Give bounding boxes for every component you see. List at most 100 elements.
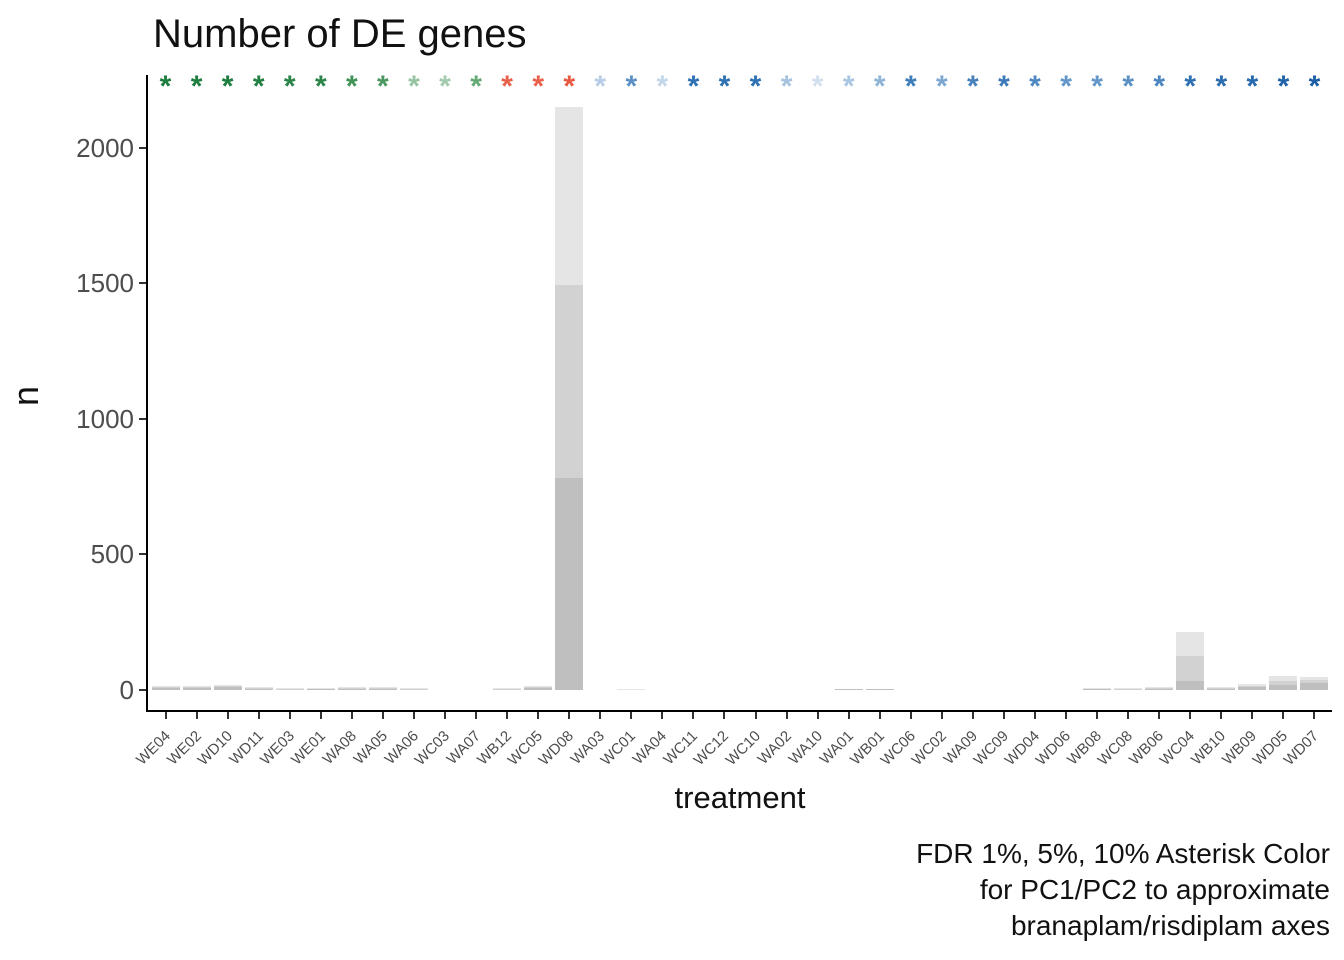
- caption-line: for PC1/PC2 to approximate: [979, 874, 1330, 905]
- bar-segment-fdr1pct: [244, 688, 273, 690]
- bar-segment-fdr5pct: [524, 687, 553, 689]
- significance-asterisk: *: [687, 70, 700, 103]
- chart-caption: FDR 1%, 5%, 10% Asterisk Color for PC1/P…: [630, 836, 1330, 944]
- bar-segment-fdr10pct: [1207, 687, 1236, 688]
- y-tick-mark: [139, 282, 146, 285]
- bar-segment-fdr1pct: [1238, 687, 1267, 690]
- bar-segment-fdr5pct: [1269, 681, 1298, 686]
- significance-asterisk: *: [377, 70, 389, 103]
- y-tick-label: 1500: [76, 268, 134, 299]
- x-tick-mark: [1282, 712, 1285, 719]
- x-tick-mark: [537, 712, 540, 719]
- x-tick-mark: [412, 712, 415, 719]
- x-tick-mark: [847, 712, 850, 719]
- bar-segment-fdr1pct: [865, 689, 894, 690]
- x-tick-mark: [1313, 712, 1316, 719]
- bar-segment-fdr1pct: [524, 688, 553, 690]
- x-tick-mark: [661, 712, 664, 719]
- bar-segment-fdr5pct: [555, 284, 584, 478]
- significance-asterisk: *: [904, 70, 917, 103]
- bar-segment-fdr1pct: [337, 688, 366, 690]
- bar-segment-fdr5pct: [213, 686, 242, 688]
- bar-segment-fdr1pct: [1114, 689, 1143, 690]
- x-tick-mark: [1251, 712, 1254, 719]
- x-axis-line: [146, 710, 1332, 712]
- bar-segment-fdr10pct: [306, 687, 335, 689]
- bar-segment-fdr5pct: [1176, 656, 1205, 682]
- significance-asterisk: *: [283, 70, 296, 103]
- significance-asterisk: *: [998, 70, 1010, 103]
- bar-segment-fdr5pct: [306, 688, 335, 690]
- chart-title: Number of DE genes: [153, 12, 527, 56]
- bar-segment-fdr10pct: [493, 688, 522, 689]
- significance-asterisk: *: [780, 70, 793, 103]
- x-tick-mark: [909, 712, 912, 719]
- significance-asterisk: *: [159, 70, 172, 103]
- significance-asterisk: *: [749, 70, 762, 103]
- significance-asterisk: *: [563, 70, 576, 103]
- significance-asterisk: *: [439, 70, 451, 103]
- bar-segment-fdr5pct: [244, 687, 273, 689]
- significance-asterisk: *: [408, 70, 420, 103]
- bar-segment-fdr10pct: [337, 686, 366, 688]
- significance-asterisk: *: [1277, 70, 1290, 103]
- y-tick-label: 2000: [76, 132, 134, 163]
- significance-asterisk: *: [1091, 70, 1103, 103]
- bar-segment-fdr5pct: [1145, 687, 1174, 689]
- bar-segment-fdr1pct: [275, 689, 304, 690]
- significance-asterisk: *: [1308, 70, 1321, 103]
- bar-segment-fdr10pct: [1269, 675, 1298, 682]
- x-tick-mark: [164, 712, 167, 719]
- bar-segment-fdr10pct: [1114, 688, 1143, 689]
- y-tick-label: 1000: [76, 403, 134, 434]
- significance-asterisk: *: [345, 70, 358, 103]
- bar-segment-fdr10pct: [1145, 687, 1174, 688]
- bar-segment-fdr5pct: [275, 688, 304, 690]
- bar-segment-fdr5pct: [1207, 687, 1236, 689]
- bar-segment-fdr5pct: [399, 688, 428, 690]
- bar-segment-fdr10pct: [1300, 676, 1329, 680]
- significance-asterisk: *: [1246, 70, 1259, 103]
- significance-asterisk: *: [594, 70, 607, 103]
- significance-asterisk: *: [1153, 70, 1166, 103]
- x-tick-mark: [692, 712, 695, 719]
- significance-asterisk: *: [314, 70, 327, 103]
- significance-asterisk: *: [1215, 70, 1228, 103]
- x-tick-mark: [381, 712, 384, 719]
- bar-segment-fdr1pct: [1300, 682, 1329, 690]
- bar-segment-fdr5pct: [1083, 688, 1112, 689]
- bar-segment-fdr1pct: [1269, 685, 1298, 690]
- bar-segment-fdr10pct: [399, 688, 428, 689]
- significance-asterisk: *: [470, 70, 482, 103]
- x-tick-mark: [506, 712, 509, 719]
- x-tick-mark: [1034, 712, 1036, 719]
- bar-segment-fdr10pct: [244, 686, 273, 688]
- y-tick-label: 500: [90, 539, 134, 570]
- bar-segment-fdr10pct: [1176, 631, 1205, 657]
- x-tick-mark: [1127, 712, 1130, 719]
- significance-asterisk: *: [1029, 70, 1041, 103]
- significance-asterisk: *: [842, 70, 855, 103]
- x-tick-mark: [1189, 712, 1192, 719]
- bar-segment-fdr10pct: [524, 685, 553, 687]
- bar-segment-fdr5pct: [1300, 679, 1329, 683]
- bar-segment-fdr1pct: [834, 689, 863, 690]
- significance-asterisk: *: [532, 70, 544, 103]
- significance-asterisk: *: [252, 70, 265, 103]
- x-tick-mark: [630, 712, 633, 719]
- bar-segment-fdr10pct: [151, 685, 180, 687]
- x-tick-mark: [878, 712, 881, 719]
- x-tick-mark: [940, 712, 943, 719]
- significance-asterisk: *: [873, 70, 886, 103]
- significance-asterisk: *: [1060, 70, 1072, 103]
- x-tick-mark: [1002, 712, 1005, 719]
- significance-asterisk: *: [656, 70, 669, 103]
- bar-segment-fdr1pct: [1145, 688, 1174, 690]
- y-tick-label: 0: [119, 675, 134, 705]
- significance-asterisk: *: [811, 70, 824, 103]
- bar-segment-fdr10pct: [1083, 687, 1112, 689]
- x-tick-mark: [754, 712, 757, 719]
- bar-segment-fdr5pct: [1238, 685, 1267, 687]
- bar-segment-fdr1pct: [213, 687, 242, 690]
